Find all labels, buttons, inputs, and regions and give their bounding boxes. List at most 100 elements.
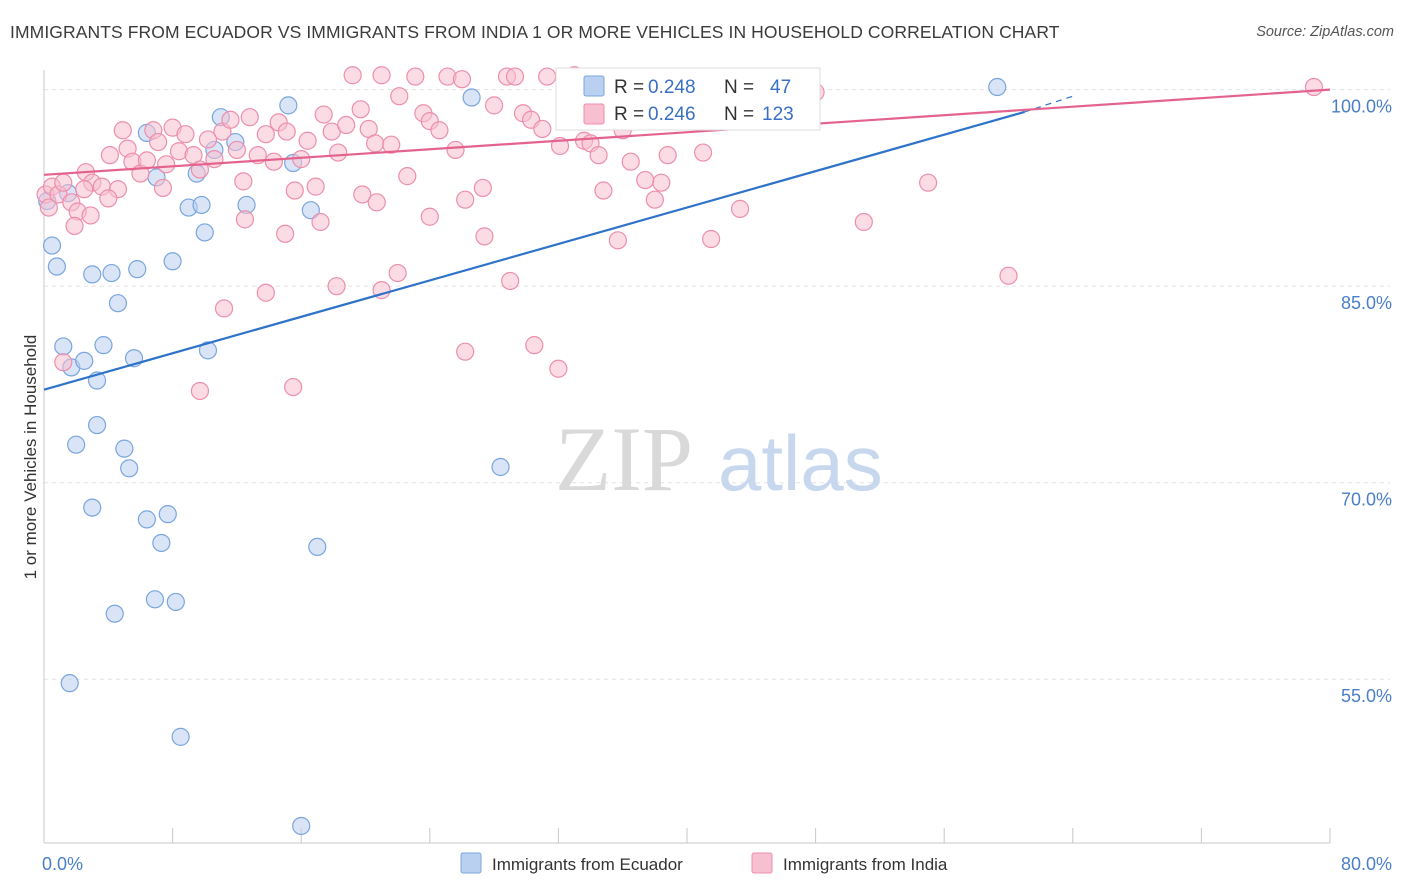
source-credit: Source: ZipAtlas.com (1256, 24, 1394, 40)
india-point (198, 130, 218, 149)
y-tick-label: 70.0% (1341, 490, 1392, 510)
ecuador-point (128, 260, 147, 279)
india-point (39, 198, 58, 217)
india-point (351, 100, 370, 119)
india-point (149, 132, 168, 152)
india-point (234, 172, 253, 191)
stats-ecuador-r-value: 0.248 (648, 77, 696, 98)
india-point (730, 199, 750, 218)
ecuador-point (102, 263, 121, 283)
stats-legend-ecuador-swatch (583, 75, 605, 97)
ecuador-point (195, 223, 214, 242)
india-point (256, 125, 275, 144)
legend-india-label: Immigrants from India (783, 855, 948, 874)
india-point (264, 152, 283, 171)
india-point (284, 377, 303, 397)
india-point (388, 263, 407, 283)
watermark-zip: ZIP (555, 408, 693, 510)
stats-ecuador-n-value: 47 (770, 77, 791, 98)
trend-line-ecuador-extension (1024, 95, 1073, 113)
india-point (589, 146, 608, 165)
legend-ecuador-label: Immigrants from Ecuador (492, 855, 683, 874)
ecuador-point (145, 590, 165, 609)
india-point (456, 342, 475, 361)
ecuador-point (115, 439, 134, 458)
ecuador-point (292, 816, 311, 836)
india-point (113, 121, 132, 140)
india-point (75, 180, 94, 199)
india-point (311, 212, 330, 232)
india-point (475, 227, 494, 246)
y-tick-label: 85.0% (1341, 293, 1392, 313)
india-point (452, 70, 472, 89)
stats-legend: R = 0.248 N = 47 R = 0.246 N = 123 (555, 67, 821, 131)
india-point (227, 140, 246, 160)
stats-india-n-value: 123 (762, 104, 794, 125)
stats-india-r-label: R = (614, 104, 644, 125)
trend-lines (43, 88, 1331, 391)
india-point (214, 299, 234, 318)
y-tick-label: 100.0% (1331, 97, 1392, 117)
ecuador-point (75, 351, 94, 370)
india-point (658, 146, 677, 165)
india-point (276, 224, 295, 243)
india-point (205, 149, 224, 169)
india-point (190, 381, 210, 401)
legend-india-swatch (751, 852, 773, 874)
india-point (430, 121, 449, 140)
stats-ecuador-r-label: R = (614, 77, 644, 98)
ecuador-point (47, 257, 66, 276)
legend-ecuador-swatch (460, 852, 482, 874)
india-point (372, 66, 391, 85)
ecuador-point (166, 592, 185, 612)
india-point (298, 131, 317, 150)
india-point (314, 105, 333, 124)
india-point (473, 178, 492, 198)
india-point (594, 181, 613, 200)
ecuador-point (279, 96, 298, 115)
chart-title: IMMIGRANTS FROM ECUADOR VS IMMIGRANTS FR… (10, 22, 1060, 42)
india-point (919, 173, 938, 192)
india-point (652, 173, 671, 192)
watermark: ZIP atlas (555, 408, 883, 510)
india-point (337, 115, 356, 135)
india-point (501, 271, 520, 291)
trend-line-india (43, 88, 1331, 176)
watermark-atlas: atlas (718, 419, 883, 507)
india-point (446, 140, 465, 160)
x-tick-label-max: 80.0% (1341, 854, 1392, 874)
ecuador-point (988, 77, 1007, 97)
ecuador-point (462, 88, 481, 107)
ecuador-point (42, 236, 62, 255)
india-point (456, 190, 475, 209)
india-point (608, 231, 627, 250)
india-point (702, 229, 721, 249)
ecuador-point (120, 459, 139, 478)
india-point (54, 353, 73, 372)
india-point (999, 266, 1018, 285)
india-point (327, 277, 346, 296)
india-point (153, 178, 173, 198)
india-point (645, 190, 664, 209)
india-point (366, 134, 385, 153)
india-point (533, 119, 552, 139)
india-point (277, 122, 296, 141)
india-point (306, 177, 325, 196)
india-point (398, 167, 417, 186)
ecuador-point (163, 252, 182, 271)
stats-india-n-label: N = (724, 104, 754, 125)
india-point (221, 110, 240, 129)
india-point (854, 212, 873, 232)
ecuador-point (152, 533, 171, 553)
y-axis-labels: 100.0% 85.0% 70.0% 55.0% (1331, 97, 1392, 707)
india-point (329, 143, 348, 162)
india-point (621, 152, 640, 171)
x-axis-ticks (43, 828, 1331, 843)
india-point (353, 185, 372, 204)
ecuador-point (192, 195, 211, 215)
india-point (382, 135, 401, 154)
ecuador-point (158, 505, 177, 524)
trend-line-ecuador (43, 110, 1025, 391)
india-point (390, 87, 409, 106)
india-point (693, 143, 713, 162)
